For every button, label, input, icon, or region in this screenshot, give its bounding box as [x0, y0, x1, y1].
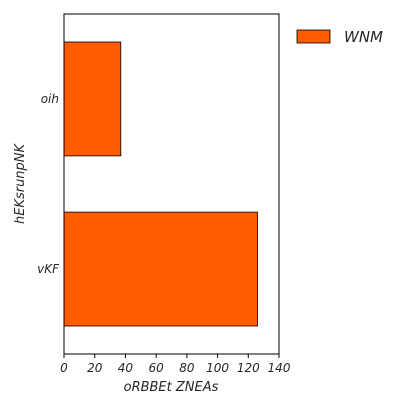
x-tick-label: 100	[206, 361, 229, 375]
x-tick-label: 40	[118, 361, 134, 375]
bar-vKF	[63, 211, 258, 327]
x-ticks: 0 20 40 60 80 100 120 140	[60, 354, 291, 375]
y-category-labels: oih vKF	[37, 92, 60, 276]
legend-swatch	[296, 29, 331, 44]
x-tick-label: 80	[179, 361, 195, 375]
x-tick-label: 60	[149, 361, 165, 375]
x-tick-label: 20	[87, 361, 103, 375]
y-axis-title: hEKsrunpNK	[13, 142, 28, 224]
bar-oih	[63, 41, 122, 157]
legend: WNM	[296, 28, 383, 46]
legend-label: WNM	[344, 28, 383, 46]
x-axis-title: oRBBEt ZNEAs	[124, 380, 219, 395]
plot-frame	[63, 13, 280, 355]
x-tick-label: 120	[237, 361, 260, 375]
x-tick-label: 0	[60, 361, 68, 375]
x-tick-label: 140	[268, 361, 291, 375]
y-category-label: vKF	[37, 262, 60, 276]
bars-layer	[63, 41, 258, 327]
y-category-label: oih	[41, 92, 59, 106]
